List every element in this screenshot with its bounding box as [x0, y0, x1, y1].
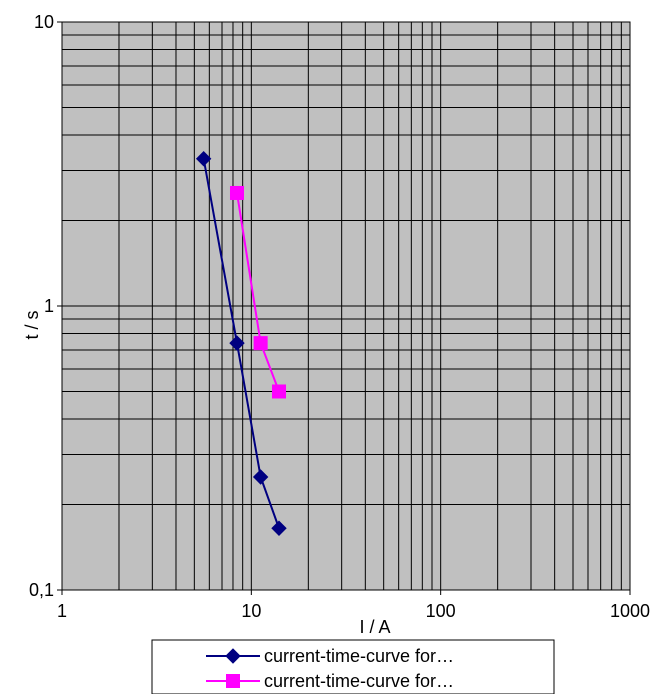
x-tick-label: 1000	[610, 601, 650, 621]
series-2-point	[229, 185, 244, 200]
series-1-point	[195, 151, 212, 167]
legend-marker	[225, 648, 241, 664]
x-tick-label: 10	[241, 601, 261, 621]
y-tick-label: 10	[34, 12, 54, 32]
x-tick-label: 1	[57, 601, 67, 621]
legend-label: current-time-curve for…	[264, 646, 454, 666]
legend-item: current-time-curve for…	[206, 646, 454, 666]
series-2	[229, 185, 287, 399]
series-1-line	[202, 158, 280, 529]
y-tick-label: 1	[44, 296, 54, 316]
series-1-point	[271, 520, 287, 536]
x-tick-label: 100	[426, 601, 456, 621]
y-axis-title: t / s	[22, 310, 42, 339]
series-1-point	[252, 469, 269, 485]
legend-label: current-time-curve for…	[264, 671, 454, 691]
series-1-point	[229, 335, 245, 351]
grid	[57, 21, 631, 595]
series-1	[195, 151, 287, 536]
legend-item: current-time-curve for…	[206, 671, 454, 691]
legend-box	[151, 639, 555, 694]
legend-marker	[226, 674, 240, 688]
series-group	[195, 151, 287, 536]
series-2-point	[253, 336, 268, 351]
legend: current-time-curve for… current-time-curv…	[151, 639, 555, 694]
y-tick-label: 0,1	[29, 580, 54, 600]
series-2-point	[272, 384, 287, 399]
x-axis-title: I / A	[359, 617, 390, 637]
